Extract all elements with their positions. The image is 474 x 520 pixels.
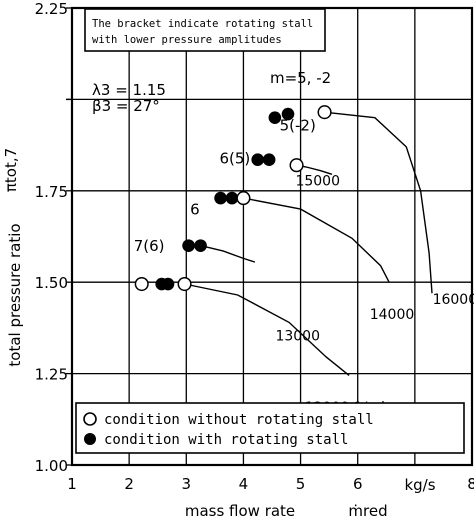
speed-label: 14000 bbox=[370, 307, 415, 323]
y-axis-label: total pressure ratio bbox=[6, 223, 24, 366]
x-tick-label: 1 bbox=[67, 475, 77, 493]
legend-label-stall: condition with rotating stall bbox=[104, 432, 348, 448]
param-lambda: λ3 = 1.15 bbox=[92, 81, 166, 99]
y-tick-label: 1.75 bbox=[35, 183, 68, 201]
stall-mode-label: 7(6) bbox=[134, 237, 165, 255]
grid bbox=[72, 8, 472, 465]
speed-curves bbox=[184, 111, 433, 376]
note-line-1: The bracket indicate rotating stall bbox=[92, 18, 313, 30]
x-axis-unit: kg/s bbox=[404, 476, 435, 494]
y-tick-label: 2.25 bbox=[35, 0, 68, 18]
stall-mode-label: 6 bbox=[190, 201, 200, 219]
stall-mode-label: m=5, -2 bbox=[270, 69, 331, 87]
no-stall-point bbox=[289, 158, 304, 173]
stall-point bbox=[194, 239, 207, 252]
legend: condition without rotating stall conditi… bbox=[75, 402, 465, 454]
stall-point bbox=[182, 239, 195, 252]
x-tick-label: 2 bbox=[124, 475, 134, 493]
legend-open-marker bbox=[83, 412, 97, 426]
stall-mode-label: 5(-2) bbox=[280, 116, 316, 134]
speed-curve bbox=[184, 283, 350, 376]
stall-point bbox=[262, 153, 276, 167]
x-tick-label: 4 bbox=[239, 475, 249, 493]
x-axis-symbol: ṁred bbox=[348, 502, 387, 520]
speed-curve bbox=[243, 197, 390, 283]
plot-frame bbox=[70, 6, 474, 467]
x-tick-label: 5 bbox=[296, 475, 306, 493]
legend-filled-marker bbox=[84, 433, 96, 445]
stall-point bbox=[225, 191, 239, 205]
y-tick-label: 1.00 bbox=[35, 457, 68, 475]
stall-point bbox=[251, 153, 265, 167]
note-box bbox=[84, 8, 326, 52]
y-tick-label: 1.50 bbox=[35, 274, 68, 292]
stall-point bbox=[268, 111, 282, 124]
y-tick-label: 1.25 bbox=[35, 366, 68, 384]
stall-point bbox=[281, 107, 295, 121]
y-axis-symbol: πtot,7 bbox=[2, 148, 20, 192]
speed-label: 13000 bbox=[275, 329, 320, 345]
speed-curve bbox=[324, 111, 433, 294]
legend-label-no-stall: condition without rotating stall bbox=[104, 412, 374, 428]
speed-label: 16000 bbox=[433, 292, 474, 308]
no-stall-point bbox=[236, 191, 251, 206]
data-points bbox=[134, 105, 332, 292]
x-axis-label: mass flow rate bbox=[185, 502, 295, 520]
no-stall-point bbox=[177, 276, 192, 292]
x-tick-label: 8 bbox=[467, 475, 474, 493]
axis-ticks: 1 2 3 4 5 6 8 1.00 1.25 1.50 1.75 2.25 bbox=[35, 0, 474, 493]
speed-curve bbox=[200, 244, 256, 263]
no-stall-point bbox=[134, 276, 149, 292]
no-stall-point bbox=[317, 105, 332, 120]
x-tick-label: 6 bbox=[353, 475, 363, 493]
x-tick-label: 3 bbox=[182, 475, 192, 493]
stall-point bbox=[161, 277, 175, 291]
speed-label: 15000 bbox=[295, 173, 340, 189]
stall-mode-label: 6(5) bbox=[219, 149, 250, 167]
param-beta: β3 = 27° bbox=[92, 97, 160, 115]
legend-box bbox=[75, 402, 465, 454]
stall-point bbox=[214, 191, 227, 205]
note-line-2: with lower pressure amplitudes bbox=[92, 34, 282, 46]
